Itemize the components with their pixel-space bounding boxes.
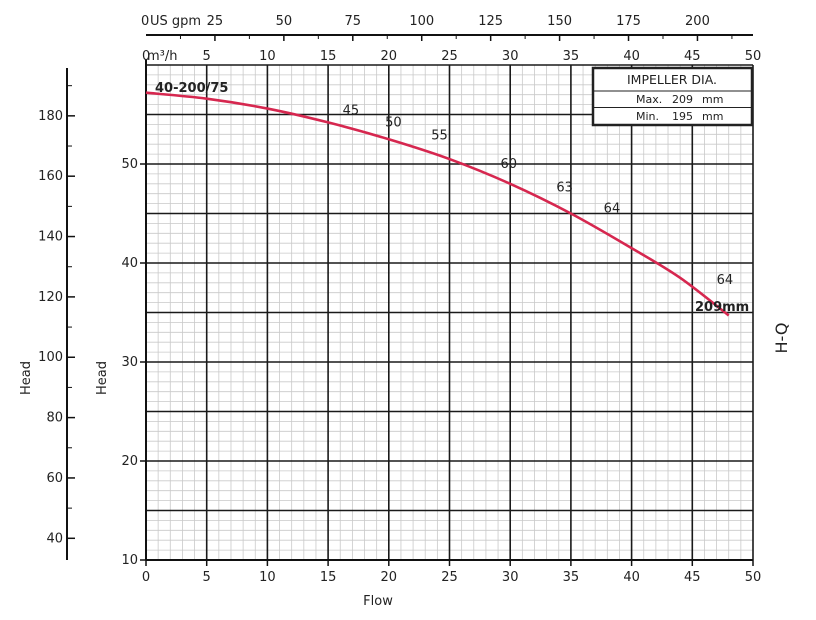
x-top-tick-label: 25 [207,14,224,29]
y-outer-tick-label: 80 [46,411,63,426]
impeller-max-label: Max. [636,93,662,106]
x-top-tick-label: 150 [547,14,572,29]
y-inner-tick-label: 10 [121,553,138,568]
x-units-tick-label: 30 [502,49,519,64]
y-outer-tick-label: 120 [38,290,63,305]
impeller-max-value: 209 [672,93,693,106]
y-inner-tick-label: 30 [121,355,138,370]
x-tick-label: 10 [259,570,276,585]
y-inner-tick-label: 20 [121,454,138,469]
y-inner-tick-label: 50 [121,157,138,172]
x-tick-label: 45 [684,570,701,585]
x-units-tick-label: 35 [563,49,580,64]
x-top-tick-label: 125 [478,14,503,29]
impeller-min-label: Min. [636,110,659,123]
x-tick-label: 15 [320,570,337,585]
efficiency-label: 50 [385,115,402,130]
x-tick-label: 30 [502,570,519,585]
axes: 0 551010151520202525303035354040454550502… [38,14,761,585]
y-inner-tick-label: 40 [121,256,138,271]
y-axis-title-inner: Head [95,361,110,395]
curve-end-label: 209mm [695,300,749,315]
x-tick-label: 40 [623,570,640,585]
x-units-tick-label: 45 [684,49,701,64]
x-top-zero: 0 [141,14,149,29]
impeller-box-frame [591,66,754,127]
x-units-zero: 0 [142,49,150,64]
x-tick-label: 20 [381,570,398,585]
x-axis-title: Flow [363,594,393,609]
efficiency-label: 63 [556,181,573,196]
x-top-units-label: US gpm [150,14,201,29]
x-top-tick-label: 50 [276,14,293,29]
y-outer-tick-label: 160 [38,169,63,184]
labels-layer: 45 50 55 60 63 64 64 [343,104,733,288]
major-grid [145,64,754,561]
x-tick-label: 50 [745,570,762,585]
x-tick-label: 0 [142,570,150,585]
x-units-tick-label: 50 [745,49,762,64]
model-label: 40-200/75 [155,81,228,96]
efficiency-label: 64 [717,273,734,288]
efficiency-label: 64 [604,202,621,217]
x-units-tick-label: 40 [623,49,640,64]
x-units-tick-label: 20 [381,49,398,64]
x-units-label: m³/h [147,49,178,64]
efficiency-label: 60 [500,157,517,172]
x-top-tick-label: 100 [409,14,434,29]
x-units-tick-label: 5 [203,49,211,64]
x-top-tick-label: 175 [616,14,641,29]
y-outer-tick-label: 140 [38,230,63,245]
y-outer-tick-label: 60 [46,471,63,486]
x-units-tick-label: 10 [259,49,276,64]
y-outer-tick-label: 100 [38,350,63,365]
x-tick-label: 5 [203,570,211,585]
impeller-box-title: IMPELLER DIA. [627,72,717,87]
impeller-box: IMPELLER DIA. Max. 209 mm Min. 195 mm [591,66,754,127]
y-outer-tick-label: 180 [38,109,63,124]
x-units-tick-label: 25 [441,49,458,64]
x-top-tick-label: 75 [345,14,362,29]
impeller-min-value: 195 [672,110,693,123]
series-layer [145,91,730,317]
x-top-tick-label: 200 [685,14,710,29]
curve-type-label: H-Q [772,323,791,354]
impeller-min-unit: mm [702,110,723,123]
series-line-209mm [145,91,730,317]
y-outer-tick-label: 40 [46,531,63,546]
efficiency-label: 45 [343,104,360,119]
x-tick-label: 35 [563,570,580,585]
impeller-max-unit: mm [702,93,723,106]
efficiency-label: 55 [431,128,448,143]
y-axis-title-outer: Head [19,361,34,395]
x-tick-label: 25 [441,570,458,585]
x-units-tick-label: 15 [320,49,337,64]
